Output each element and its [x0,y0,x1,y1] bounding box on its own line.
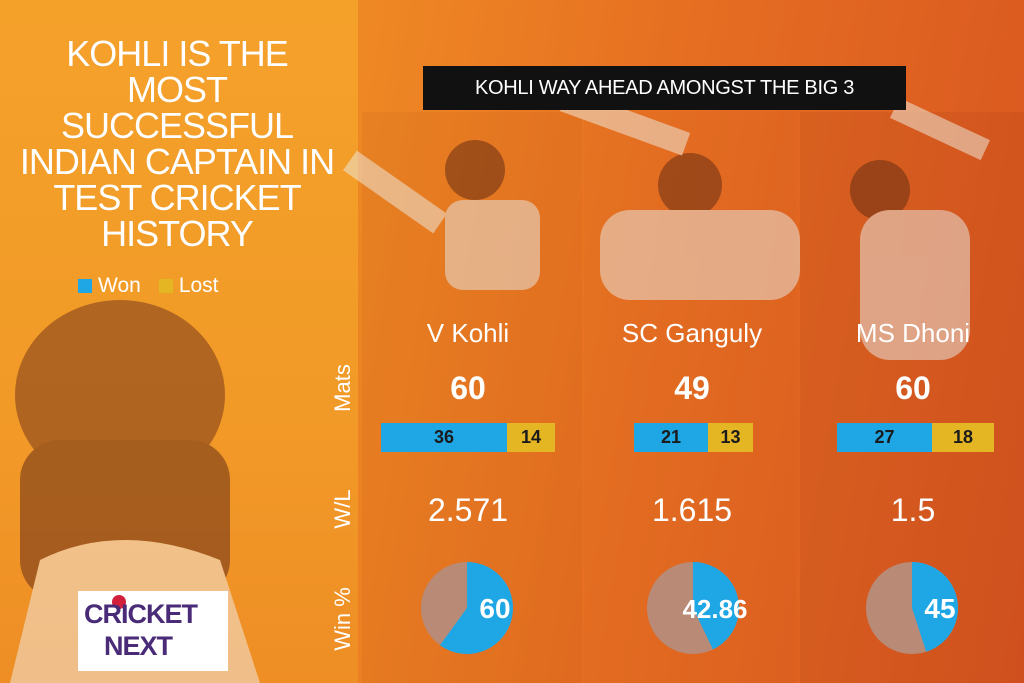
bar-lost-ganguly: 13 [708,423,753,452]
mats-ganguly: 49 [674,370,710,406]
pie-label-kohli: 60 [479,593,510,624]
ganguly-photo [559,88,800,300]
legend-swatch-won [78,279,92,293]
wl-bar-kohli: 36 14 [381,423,555,452]
bar-won-dhoni: 27 [837,423,932,452]
logo-line1: CRICKET [84,599,198,629]
headline: KOHLI IS THE MOST SUCCESSFUL INDIAN CAPT… [19,33,335,254]
cricketnext-logo: CRICKET NEXT [78,591,228,671]
player-name-ganguly: SC Ganguly [621,318,763,348]
bar-lost-dhoni: 18 [932,423,994,452]
kohli-portrait [10,300,260,683]
bar-won-kohli: 36 [381,423,507,452]
legend: Won Lost [78,274,219,298]
mats-dhoni: 60 [895,370,931,406]
pie-dhoni: 45 [866,562,959,654]
dhoni-photo [850,97,990,360]
kohli-batting-photo [343,140,540,290]
pie-slice-won-ganguly [693,562,739,650]
pie-kohli: 60 [421,561,514,655]
pie-ganguly: 42.86 [647,562,748,654]
wl-ratio-kohli: 2.571 [427,492,509,528]
pie-label-dhoni: 45 [924,593,955,624]
wl-bar-dhoni: 27 18 [837,423,994,452]
legend-label-won: Won [98,274,141,297]
wl-ratio-ganguly: 1.615 [651,492,733,528]
bar-lost-kohli: 14 [507,423,555,452]
wl-bar-ganguly: 21 13 [634,423,753,452]
mats-kohli: 60 [450,370,486,406]
legend-label-lost: Lost [178,274,219,297]
banner-title: KOHLI WAY AHEAD AMONGST THE BIG 3 [423,66,906,110]
pie-slice-won-kohli [439,561,514,655]
wl-ratio-dhoni: 1.5 [890,492,936,528]
player-name-kohli: V Kohli [426,318,510,348]
legend-swatch-lost [158,279,173,293]
logo-line2: NEXT [104,631,173,661]
bar-won-ganguly: 21 [634,423,708,452]
player-name-dhoni: MS Dhoni [855,318,971,348]
pie-label-ganguly: 42.86 [682,594,747,624]
legend-item-lost: Lost [158,274,219,298]
legend-item-won: Won [78,274,141,298]
cricket-ball-icon [112,595,126,609]
pie-slice-won-dhoni [912,562,959,652]
